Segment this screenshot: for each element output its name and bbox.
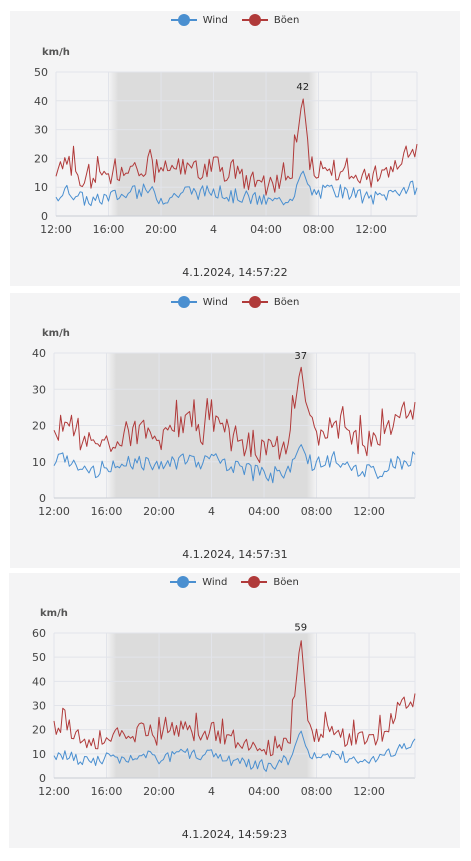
- x-tick-label: 08:00: [303, 223, 335, 236]
- y-tick-label: 50: [34, 66, 48, 79]
- x-tick-label: 04:00: [250, 223, 282, 236]
- gust-legend-swatch: [241, 576, 268, 588]
- y-tick-label: 0: [39, 772, 46, 785]
- y-tick-label: 10: [32, 748, 46, 761]
- legend-label-wind: Wind: [202, 296, 228, 308]
- peak-data-label: 37: [294, 351, 307, 362]
- chart-legend: Wind Böen: [9, 574, 460, 590]
- y-tick-label: 30: [32, 700, 46, 713]
- x-tick-label: 20:00: [143, 785, 175, 798]
- legend-label-gust: Böen: [273, 576, 299, 588]
- legend-label-wind: Wind: [202, 14, 228, 26]
- x-tick-label: 12:00: [40, 223, 72, 236]
- x-tick-label: 20:00: [145, 223, 177, 236]
- y-tick-label: 30: [34, 124, 48, 137]
- x-tick-label: 12:00: [38, 505, 70, 518]
- series-line-wind: [53, 444, 416, 484]
- x-tick-label: 20:00: [143, 505, 175, 518]
- x-tick-label: 12:00: [38, 785, 70, 798]
- series-line-wind: [55, 170, 418, 207]
- gust-legend-swatch: [241, 14, 268, 26]
- y-axis-unit: km/h: [40, 608, 68, 619]
- x-tick-label: 16:00: [91, 505, 123, 518]
- x-tick-label: 12:00: [353, 505, 385, 518]
- x-tick-label: 12:00: [353, 785, 385, 798]
- y-tick-label: 20: [34, 152, 48, 165]
- legend-item-wind[interactable]: Wind: [170, 14, 228, 26]
- chart-timestamp: 4.1.2024, 14:57:31: [182, 548, 288, 561]
- legend-item-wind[interactable]: Wind: [170, 296, 228, 308]
- chart-panel-1: Wind Böen km/h 0 10 20 30 40 50 12:00 16:00 20:0…: [10, 11, 460, 286]
- legend-item-gust[interactable]: Böen: [241, 14, 300, 26]
- x-tick-label: 08:00: [301, 785, 333, 798]
- chart-legend: Wind Böen: [10, 294, 460, 310]
- x-tick-label: 4: [208, 785, 215, 798]
- y-tick-label: 20: [32, 420, 46, 433]
- x-tick-label: 16:00: [91, 785, 123, 798]
- y-tick-label: 10: [32, 456, 46, 469]
- x-tick-label: 4: [210, 223, 217, 236]
- y-tick-label: 40: [34, 95, 48, 108]
- y-tick-label: 0: [39, 492, 46, 505]
- chart-panel-2: Wind Böen km/h 0 10 20 30 40 12:00 16:00 20:00 4…: [10, 293, 460, 568]
- wind-legend-swatch: [170, 14, 197, 26]
- legend-label-wind: Wind: [202, 576, 228, 588]
- series-line-gust: [53, 366, 416, 463]
- x-tick-label: 08:00: [301, 505, 333, 518]
- wind-chart-plot: 0 10 20 30 40 50 12:00 16:00 20:00 4 04:00 08:00 12:…: [34, 66, 418, 236]
- wind-chart-plot: 0 10 20 30 40 50 60 12:00 16:00 20:00 4 04:00 08:00 1…: [32, 622, 416, 798]
- x-tick-label: 12:00: [355, 223, 387, 236]
- y-tick-label: 0: [41, 210, 48, 223]
- series-line-gust: [55, 98, 418, 196]
- peak-data-label: 42: [296, 82, 309, 93]
- peak-data-label: 59: [294, 622, 307, 633]
- x-tick-label: 04:00: [248, 785, 280, 798]
- wind-legend-swatch: [170, 576, 197, 588]
- chart-timestamp: 4.1.2024, 14:57:22: [182, 266, 288, 279]
- x-tick-label: 04:00: [248, 505, 280, 518]
- chart-legend: Wind Böen: [10, 12, 460, 28]
- y-tick-label: 50: [32, 651, 46, 664]
- gust-legend-swatch: [241, 296, 268, 308]
- legend-item-wind[interactable]: Wind: [170, 576, 227, 588]
- y-tick-label: 10: [34, 181, 48, 194]
- legend-label-gust: Böen: [273, 296, 300, 308]
- wind-legend-swatch: [170, 296, 197, 308]
- x-tick-label: 16:00: [93, 223, 125, 236]
- y-tick-label: 60: [32, 627, 46, 640]
- y-axis-unit: km/h: [42, 328, 70, 339]
- legend-item-gust[interactable]: Böen: [241, 296, 300, 308]
- chart-timestamp: 4.1.2024, 14:59:23: [181, 828, 288, 841]
- x-tick-label: 4: [208, 505, 215, 518]
- series-line-wind: [53, 730, 416, 772]
- series-line-gust: [53, 640, 416, 757]
- legend-item-gust[interactable]: Böen: [241, 576, 299, 588]
- y-tick-label: 40: [32, 347, 46, 360]
- y-tick-label: 20: [32, 724, 46, 737]
- chart-panel-3: Wind Böen km/h 0 10 20 30 40 50 60 12:00 16:00 20…: [9, 573, 460, 848]
- y-axis-unit: km/h: [42, 47, 70, 58]
- y-tick-label: 40: [32, 675, 46, 688]
- legend-label-gust: Böen: [273, 14, 300, 26]
- y-tick-label: 30: [32, 383, 46, 396]
- wind-chart-plot: 0 10 20 30 40 12:00 16:00 20:00 4 04:00 08:00 12:00…: [32, 347, 416, 518]
